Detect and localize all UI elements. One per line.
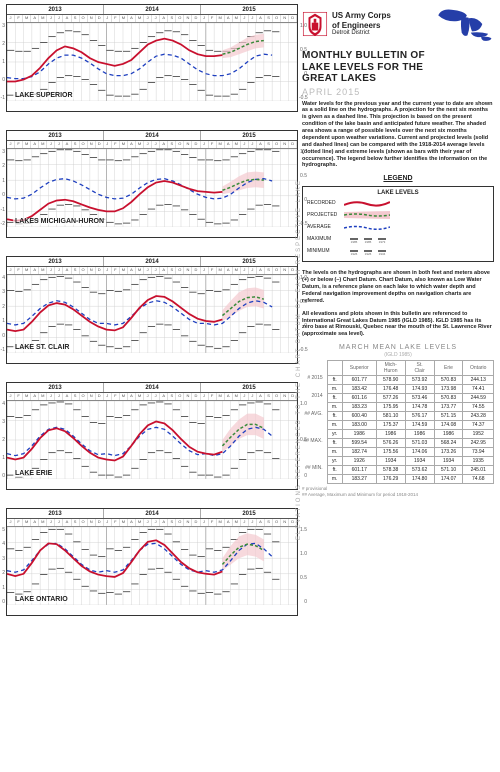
bulletin-title: MONTHLY BULLETIN OF LAKE LEVELS FOR THE … [302, 50, 494, 85]
great-lakes-icon [434, 4, 494, 44]
chart-lake-erie: 201320142015 JFMAMJJASONDJFMAMJJASONDJFM… [6, 382, 298, 490]
svg-text:1973: 1973 [379, 240, 386, 244]
lake-label: LAKE SUPERIOR [13, 92, 75, 99]
svg-text:1985: 1985 [351, 240, 358, 244]
charts-column: 201320142015 JFMAMJJASONDJFMAMJJASONDJFM… [0, 0, 300, 638]
org-text: US Army Corps of Engineers Detroit Distr… [332, 11, 391, 36]
chart-lake-superior: 201320142015 JFMAMJJASONDJFMAMJJASONDJFM… [6, 4, 298, 112]
title-l1: MONTHLY BULLETIN OF [302, 50, 494, 62]
org-line1: US Army Corps [332, 11, 391, 20]
intro-para: Water levels for the previous year and t… [302, 101, 494, 170]
svg-text:1985: 1985 [365, 240, 372, 244]
header-row: US Army Corps of Engineers Detroit Distr… [302, 4, 494, 44]
lake-label: LAKES MICHIGAN-HURON [13, 218, 106, 225]
legend-box: LAKE LEVELSRECORDEDPROJECTEDAVERAGEMAXIM… [302, 186, 494, 262]
info-column: US Army Corps of Engineers Detroit Distr… [300, 0, 500, 638]
table-sub: (IGLD 1985) [302, 352, 494, 358]
chart-lakes-michigan-huron: 201320142015 JFMAMJJASONDJFMAMJJASONDJFM… [6, 130, 298, 238]
table-notes: # provisional## Average, Maximum and Min… [302, 486, 494, 497]
legend-row: PROJECTED [307, 210, 489, 220]
legend-title: LEGEND [302, 175, 494, 182]
lake-label: LAKE ERIE [13, 470, 54, 477]
lake-label: LAKE ONTARIO [13, 596, 70, 603]
legend-row: MINIMUM192619261934 [307, 246, 489, 256]
title-l2: LAKE LEVELS FOR THE [302, 62, 494, 74]
lake-label: LAKE ST. CLAIR [13, 344, 71, 351]
datum-para2: All elevations and plots shown in this b… [302, 311, 494, 339]
svg-text:1926: 1926 [365, 252, 372, 256]
legend-row: AVERAGE [307, 222, 489, 232]
district: Detroit District [332, 30, 370, 36]
legend-row: RECORDED [307, 198, 489, 208]
chart-lake-ontario: 201320142015 JFMAMJJASONDJFMAMJJASONDJFM… [6, 508, 298, 616]
bulletin-date: APRIL 2015 [302, 87, 494, 97]
legend-row: MAXIMUM198519851973 [307, 234, 489, 244]
table-title: MARCH MEAN LAKE LEVELS [302, 344, 494, 351]
title-l3: GREAT LAKES [302, 73, 494, 85]
svg-text:1926: 1926 [351, 252, 358, 256]
vertical-caption: ELEVATIONS REFERENCED TO THE CHART DATUM… [296, 179, 302, 540]
datum-para1: The levels on the hydrographs are shown … [302, 270, 494, 304]
svg-text:1934: 1934 [379, 252, 386, 256]
chart-lake-st-clair: 201320142015 JFMAMJJASONDJFMAMJJASONDJFM… [6, 256, 298, 364]
levels-table: SuperiorMich-HuronSt.ClairErieOntarioft.… [327, 360, 494, 484]
org-line2: of Engineers [332, 21, 391, 30]
